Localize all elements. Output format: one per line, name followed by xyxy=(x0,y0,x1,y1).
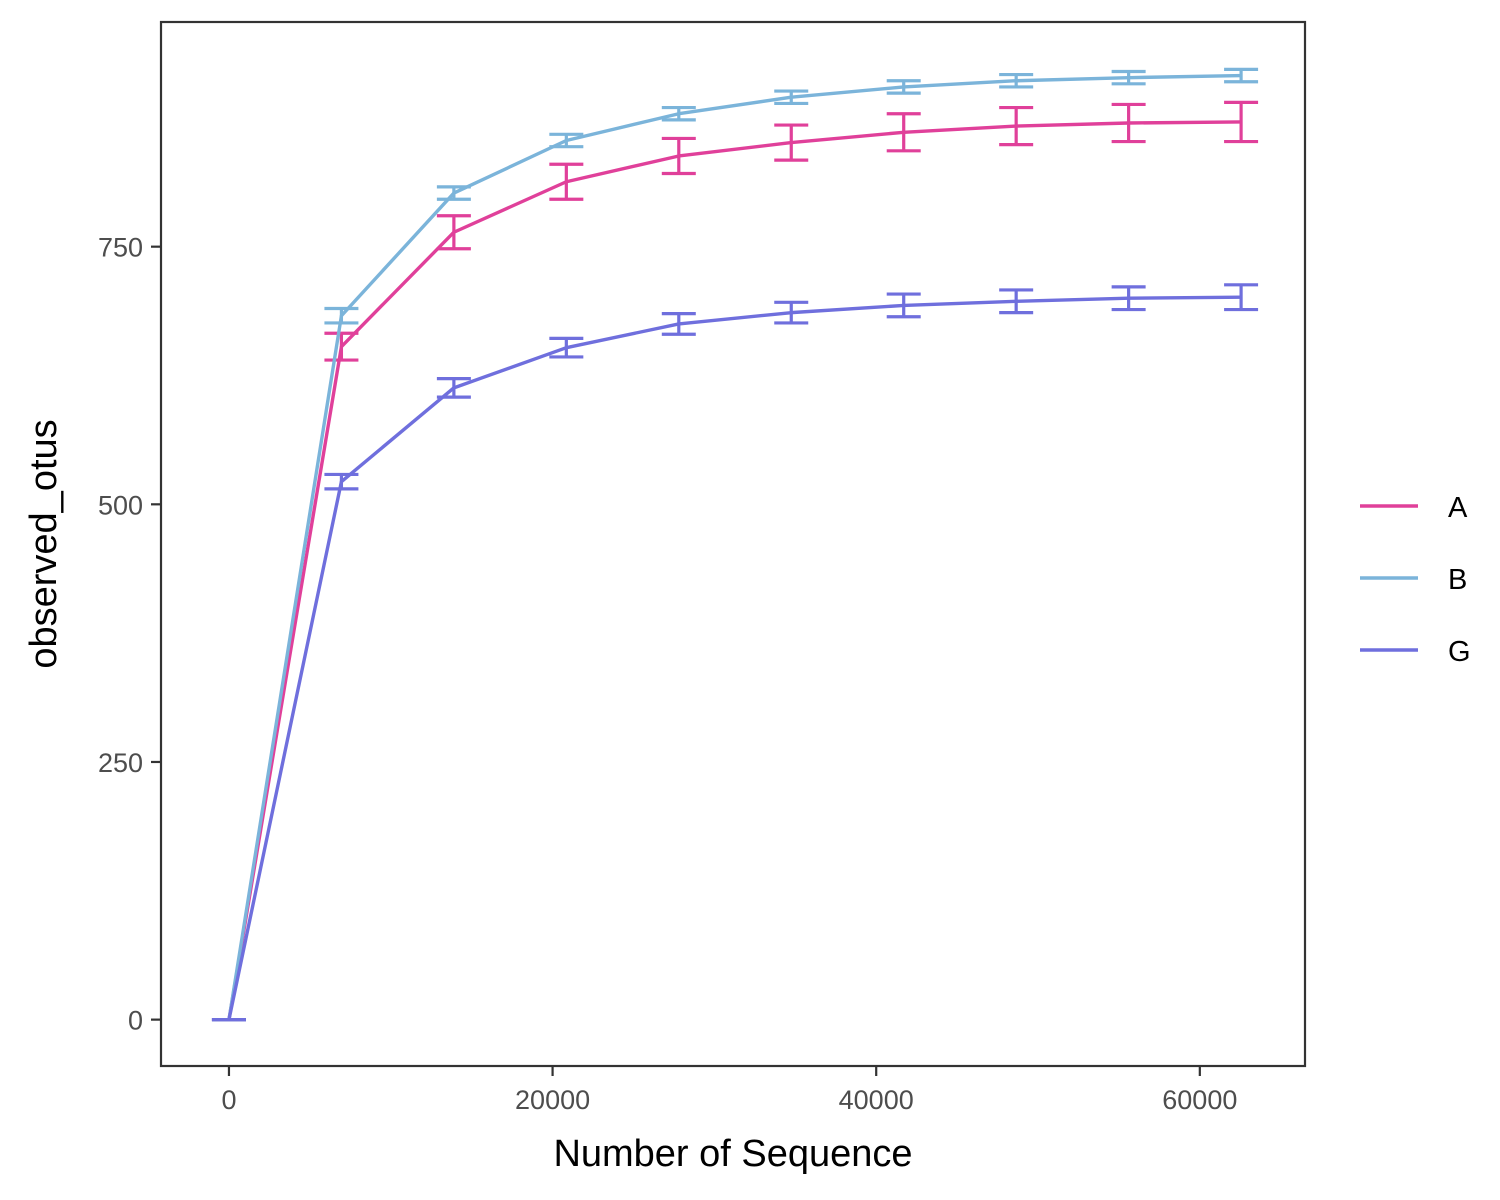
y-tick-label: 500 xyxy=(98,490,143,520)
series-line-a xyxy=(227,120,1242,1020)
x-tick-label: 0 xyxy=(221,1085,236,1115)
legend-label: G xyxy=(1448,636,1471,668)
legend-item-b: B xyxy=(1360,564,1467,596)
series-a xyxy=(211,100,1259,1022)
x-tick-label: 60000 xyxy=(1162,1085,1237,1115)
y-axis: 0 250 500 750 xyxy=(98,233,161,1036)
series-line-g xyxy=(227,295,1242,1020)
x-tick-label: 40000 xyxy=(839,1085,914,1115)
series-b xyxy=(211,67,1259,1022)
series-line-b xyxy=(227,73,1242,1020)
legend-label: A xyxy=(1448,492,1468,524)
legend-item-g: G xyxy=(1360,636,1471,668)
x-tick-label: 20000 xyxy=(515,1085,590,1115)
y-tick-label: 250 xyxy=(98,748,143,778)
series-g xyxy=(211,283,1259,1022)
y-tick-label: 750 xyxy=(98,233,143,263)
legend: A B G xyxy=(1360,492,1471,668)
y-axis-title: observed_otus xyxy=(23,419,65,668)
x-axis: 0 20000 40000 60000 xyxy=(221,1066,1237,1115)
legend-item-a: A xyxy=(1360,492,1468,524)
panel-border xyxy=(159,20,1307,1068)
y-tick-label: 0 xyxy=(128,1006,143,1036)
x-axis-title: Number of Sequence xyxy=(553,1133,912,1175)
legend-label: B xyxy=(1448,564,1467,596)
plot-area xyxy=(211,67,1259,1022)
